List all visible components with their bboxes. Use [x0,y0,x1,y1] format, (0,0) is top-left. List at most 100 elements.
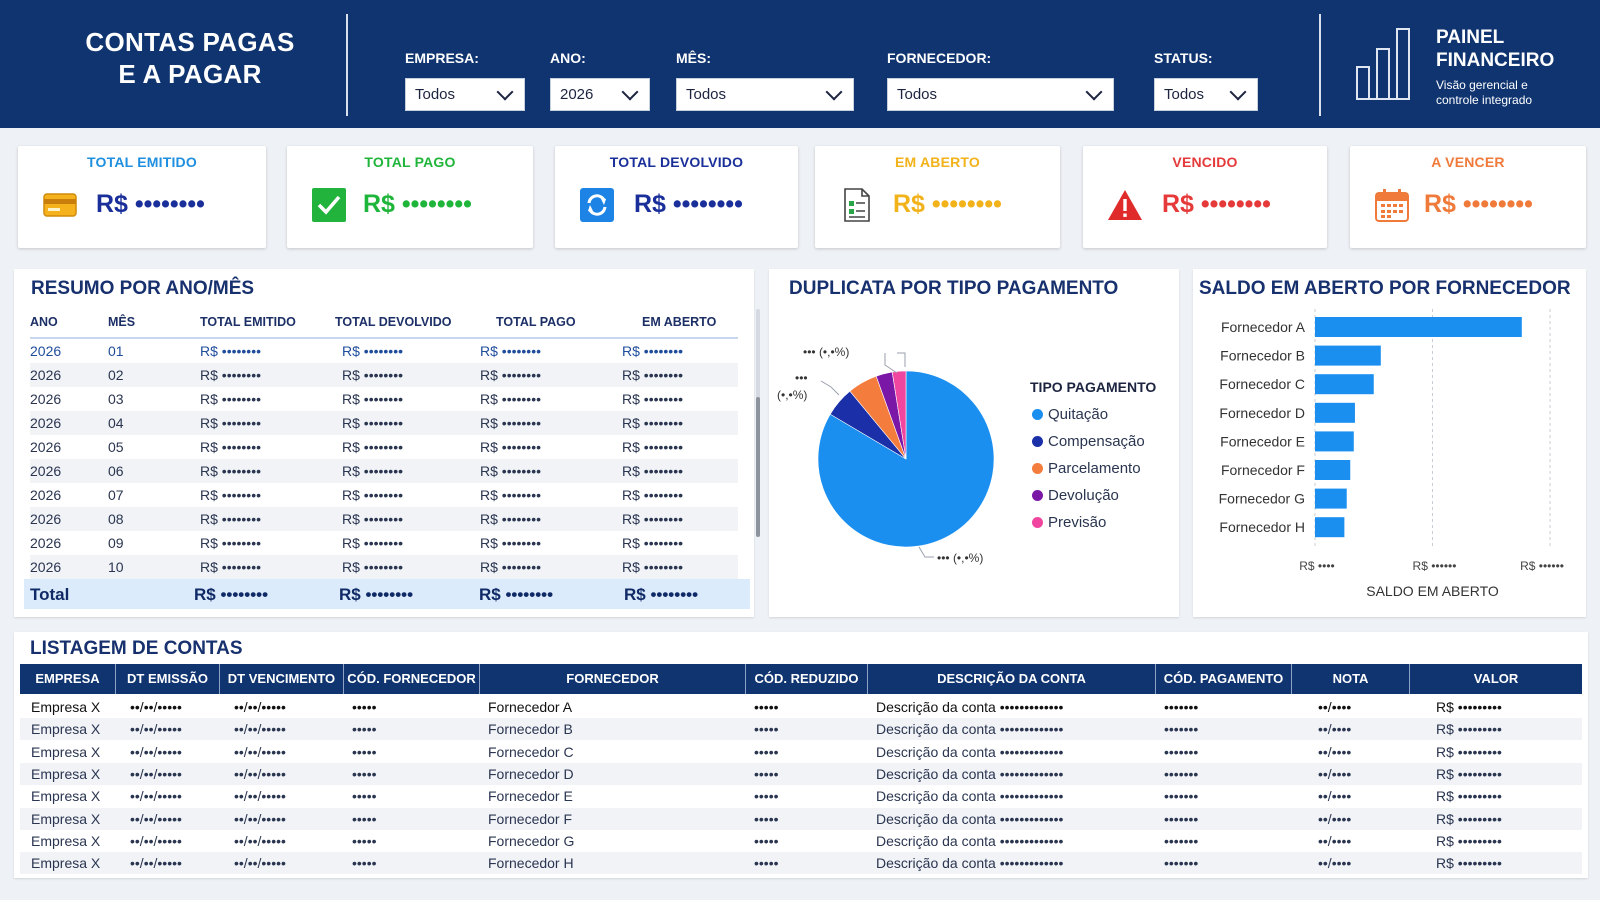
listagem-row[interactable]: Empresa X ••/••/••••• ••/••/••••• ••••• Forn… [20,718,1582,741]
resumo-scrollbar-thumb[interactable] [756,397,760,537]
listagem-row[interactable]: Empresa X ••/••/••••• ••/••/••••• ••••• Forn… [20,741,1582,763]
resumo-cell: 03 [108,391,124,407]
resumo-row[interactable]: 2026 09 R$ •••••••• R$ •••••••• R$ •••••••• R… [30,531,738,555]
resumo-cell: 01 [108,343,124,359]
resumo-table-header: ANO MÊS TOTAL EMITIDO TOTAL DEVOLVIDO TO… [30,309,738,339]
kpi-total-pago: TOTAL PAGO R$ •••••••• [287,146,533,248]
dashboard-title: CONTAS PAGAS E A PAGAR [60,26,320,90]
resumo-cell: R$ •••••••• [622,559,683,575]
status-select[interactable]: Todos [1154,78,1258,111]
empresa-select[interactable]: Todos [405,78,525,111]
listagem-col-header[interactable]: FORNECEDOR [480,664,746,694]
listagem-cell: ••/•••• [1318,765,1352,782]
listagem-cell: Fornecedor A [488,699,573,715]
legend-item-devolução[interactable]: Devolução [1032,487,1119,504]
ano-select[interactable]: 2026 [550,78,650,111]
bar-fornecedor-e[interactable] [1315,431,1354,452]
kpi-value: R$ •••••••• [363,190,472,218]
col-total-devolvido[interactable]: TOTAL DEVOLVIDO [335,315,452,329]
bar-fornecedor-b[interactable] [1315,345,1381,366]
resumo-row[interactable]: 2026 10 R$ •••••••• R$ •••••••• R$ •••••••• R… [30,555,738,579]
listagem-cell: ••/••/••••• [234,832,286,849]
legend-item-parcelamento[interactable]: Parcelamento [1032,460,1141,477]
listagem-cell: ••••••• [1164,855,1199,872]
kpi-value: R$ •••••••• [893,190,1002,218]
resumo-cell: R$ •••••••• [622,487,683,503]
col-total-pago[interactable]: TOTAL PAGO [496,315,576,329]
legend-label: Parcelamento [1048,460,1141,477]
bar-fornecedor-g[interactable] [1315,488,1347,509]
listagem-row[interactable]: Empresa X ••/••/••••• ••/••/••••• ••••• Forn… [20,785,1582,807]
resumo-total-row: Total R$ •••••••• R$ •••••••• R$ •••••••… [24,579,750,609]
resumo-row[interactable]: 2026 06 R$ •••••••• R$ •••••••• R$ •••••••• R… [30,459,738,483]
listagem-cell: ••/•••• [1318,810,1352,827]
total-label: Total [30,585,70,604]
legend-item-previsão[interactable]: Previsão [1032,514,1106,531]
col-em-aberto[interactable]: EM ABERTO [642,315,717,329]
listagem-col-header[interactable]: EMPRESA [20,664,116,694]
col-mes[interactable]: MÊS [108,315,136,329]
mes-select[interactable]: Todos [676,78,854,111]
resumo-cell: R$ •••••••• [200,439,261,455]
resumo-cell: R$ •••••••• [200,487,261,503]
resumo-row[interactable]: 2026 01 R$ •••••••• R$ •••••••• R$ •••••••• R… [30,339,738,363]
resumo-row[interactable]: 2026 04 R$ •••••••• R$ •••••••• R$ •••••••• R… [30,411,738,435]
fornecedor-select[interactable]: Todos [887,78,1114,111]
listagem-col-header[interactable]: DESCRIÇÃO DA CONTA [868,664,1156,694]
col-ano[interactable]: ANO [30,315,58,329]
bar-fornecedor-c[interactable] [1315,374,1374,395]
painel-subtitle: Visão gerencial e controle integrado [1436,78,1532,108]
listagem-cell: Empresa X [31,832,101,849]
bar-fornecedor-f[interactable] [1315,460,1351,480]
legend-dot-icon [1032,517,1043,528]
resumo-cell: R$ •••••••• [622,439,683,455]
chevron-down-icon [1085,83,1103,100]
total-devolvido-value: R$ •••••••• [339,585,414,604]
credit-card-icon [43,193,77,217]
pie-slice-previsão[interactable] [891,370,907,460]
listagem-col-header[interactable]: DT EMISSÃO [116,664,220,694]
resumo-row[interactable]: 2026 05 R$ •••••••• R$ •••••••• R$ •••••••• R… [30,435,738,459]
legend-item-compensação[interactable]: Compensação [1032,433,1145,450]
listagem-row[interactable]: Empresa X ••/••/••••• ••/••/••••• ••••• Forn… [20,830,1582,852]
listagem-row[interactable]: Empresa X ••/••/••••• ••/••/••••• ••••• Forn… [20,762,1582,785]
listagem-col-header[interactable]: CÓD. FORNECEDOR [344,664,480,694]
title-line-2: E A PAGAR [118,59,262,89]
resumo-cell: R$ •••••••• [480,439,541,455]
resumo-cell: R$ •••••••• [200,343,261,359]
listagem-row[interactable]: Empresa X ••/••/••••• ••/••/••••• ••••• Forn… [20,696,1582,718]
kpi-title: TOTAL PAGO [364,154,456,170]
painel-title: PAINEL FINANCEIRO [1436,26,1554,72]
bar-fornecedor-a[interactable] [1315,317,1522,337]
listagem-cell: R$ ••••••••• [1436,743,1502,760]
legend-label: Quitação [1048,406,1109,423]
listagem-row[interactable]: Empresa X ••/••/••••• ••/••/••••• ••••• Forn… [20,852,1582,875]
bar-fornecedor-d[interactable] [1315,402,1355,423]
resumo-row[interactable]: 2026 08 R$ •••••••• R$ •••••••• R$ •••••••• R… [30,507,738,531]
listagem-col-header[interactable]: DT VENCIMENTO [220,664,344,694]
resumo-row[interactable]: 2026 03 R$ •••••••• R$ •••••••• R$ •••••••• R… [30,387,738,411]
resumo-cell: R$ •••••••• [342,535,403,551]
listagem-col-header[interactable]: CÓD. PAGAMENTO [1156,664,1292,694]
select-value: Todos [415,86,456,103]
pie-leader-line [897,352,906,367]
listagem-cell: ••••• [352,810,377,827]
listagem-col-header[interactable]: VALOR [1473,671,1519,686]
resumo-cell: R$ •••••••• [342,487,403,503]
legend-item-quitação[interactable]: Quitação [1032,406,1108,423]
resumo-row[interactable]: 2026 02 R$ •••••••• R$ •••••••• R$ •••••••• R… [30,363,738,387]
bar-fornecedor-h[interactable] [1315,517,1345,538]
listagem-col-header[interactable]: CÓD. REDUZIDO [746,664,868,694]
resumo-cell: 10 [108,559,124,575]
resumo-row[interactable]: 2026 07 R$ •••••••• R$ •••••••• R$ •••••••• R… [30,483,738,507]
resumo-cell: R$ •••••••• [480,391,541,407]
resumo-cell: R$ •••••••• [622,367,683,383]
total-emitido-value: R$ •••••••• [194,585,269,604]
col-total-emitido[interactable]: TOTAL EMITIDO [200,315,296,329]
listagem-cell: ••••• [352,788,377,805]
checkbox-check-icon [312,188,346,222]
resumo-cell: 04 [108,415,124,431]
listagem-row[interactable]: Empresa X ••/••/••••• ••/••/••••• ••••• Forn… [20,807,1582,830]
listagem-col-header[interactable]: NOTA [1292,664,1410,694]
listagem-cell: ••/•••• [1318,721,1352,738]
